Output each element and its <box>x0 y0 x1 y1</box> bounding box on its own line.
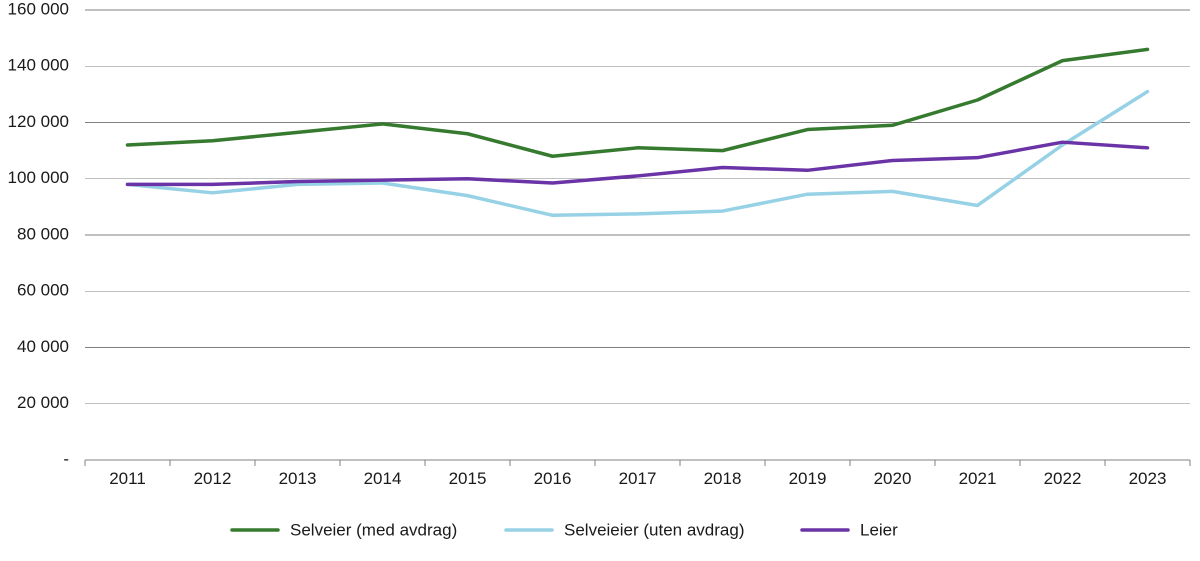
x-tick-label: 2011 <box>109 469 146 488</box>
x-tick-label: 2023 <box>1129 469 1167 488</box>
x-tick-label: 2022 <box>1044 469 1082 488</box>
x-tick-label: 2019 <box>789 469 827 488</box>
series-selveier_med <box>128 49 1148 156</box>
legend-label-leier: Leier <box>860 520 898 539</box>
legend-label-selveier_med: Selveier (med avdrag) <box>290 520 457 539</box>
x-tick-label: 2015 <box>449 469 487 488</box>
x-tick-label: 2020 <box>874 469 912 488</box>
x-tick-label: 2013 <box>279 469 317 488</box>
x-tick-label: 2016 <box>534 469 572 488</box>
x-tick-label: 2014 <box>364 469 402 488</box>
line-chart: - 20 000 40 000 60 000 80 000 100 000 120 000 1… <box>0 0 1200 561</box>
x-tick-label: 2017 <box>619 469 657 488</box>
y-tick-label: 160 000 <box>8 0 69 18</box>
legend-label-selveier_uten: Selveieier (uten avdrag) <box>564 520 744 539</box>
y-tick-label: 20 000 <box>17 393 69 412</box>
y-tick-label: 40 000 <box>17 337 69 356</box>
y-tick-label: 120 000 <box>8 112 69 131</box>
x-tick-label: 2012 <box>194 469 232 488</box>
chart-svg: - 20 000 40 000 60 000 80 000 100 000 120 000 1… <box>0 0 1200 561</box>
y-tick-label: 60 000 <box>17 281 69 300</box>
y-tick-label: 80 000 <box>17 224 69 243</box>
y-tick-label: - <box>63 449 69 468</box>
y-tick-label: 100 000 <box>8 168 69 187</box>
x-tick-label: 2018 <box>704 469 742 488</box>
x-tick-label: 2021 <box>959 469 997 488</box>
y-tick-label: 140 000 <box>8 56 69 75</box>
